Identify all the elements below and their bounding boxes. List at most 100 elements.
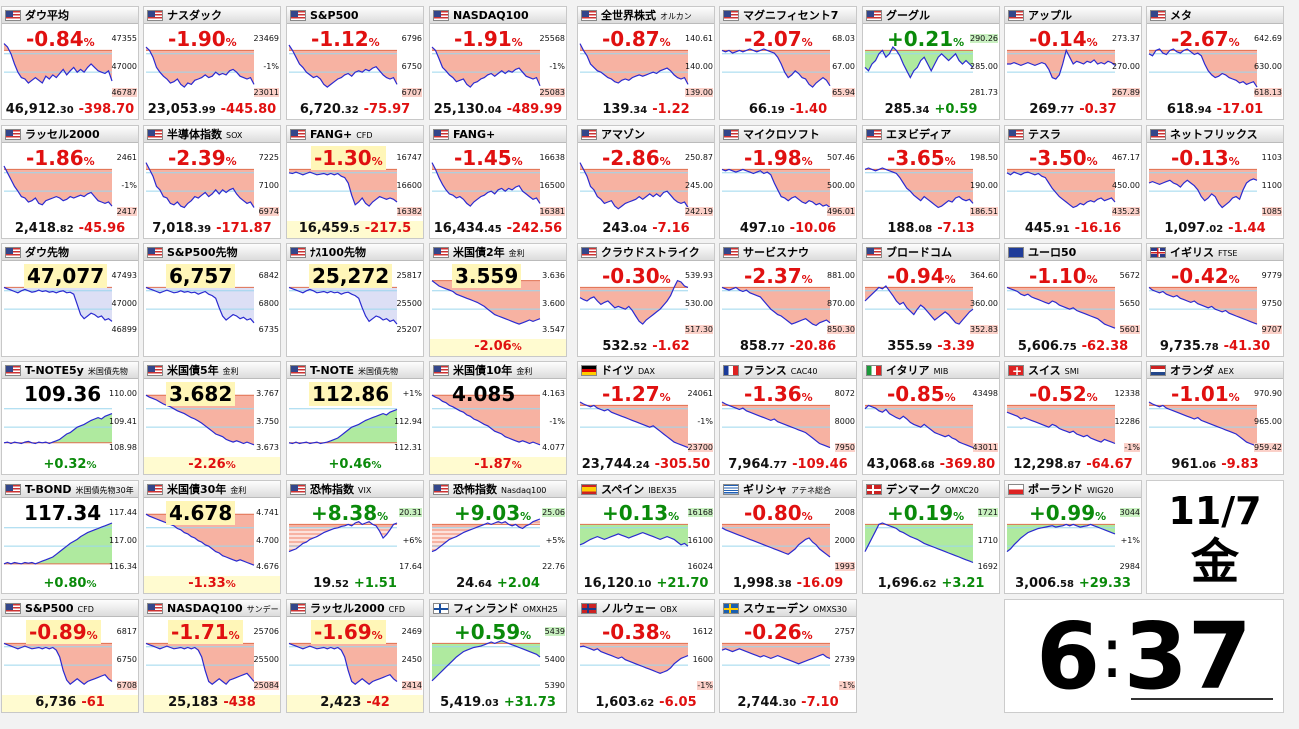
price-decimal: .10 [766,224,785,235]
market-tile[interactable]: FANG+ 16638 16500 16381 -1.45% 16,434.45 -242.… [429,125,567,239]
market-tile[interactable]: S&P500 CFD 6817 6750 6708 -0.89% 6,736 -61 [1,599,139,713]
market-tile[interactable]: グーグル 290.26 285.00 281.73 +0.21% 285.34 +0.59 [862,6,1000,120]
change-percent-text: -0.13 [1171,146,1229,170]
market-tile[interactable]: T-NOTE 米国債先物 +1% 112.94 112.31 112.86 +0.46% [286,361,424,475]
axis-label-lo: 9707 [1261,325,1282,334]
price-line [288,44,398,88]
market-tile[interactable]: クラウドストライク 539.93 530.00 517.30 -0.30% 532.52-… [577,243,715,357]
price-value: 1,696 [877,576,919,591]
chart-area [4,413,112,444]
price-value: 5,419 [440,695,482,710]
price-chart [431,162,541,207]
flag-icon [290,247,306,258]
market-tile[interactable]: ラッセル2000 2461 -1% 2417 -1.86% 2,418.82 -45.96 [1,125,139,239]
market-tile[interactable]: ポーランド WIG20 3044 +1% 2984 +0.99% 3,006.58 +29.3… [1004,480,1142,594]
change-percent-text: -2.06 [474,339,512,354]
market-tile[interactable]: 米国債2年 金利 3.636 3.600 3.547 3.559 -2.06% [429,243,567,357]
price-change: -61 [81,695,105,710]
current-value: 109.36 [24,382,101,406]
percent-sign: % [1086,273,1098,286]
market-tile[interactable]: NASDAQ100 25568 -1% 25083 -1.91% 25,130.04 -48… [429,6,567,120]
tile-subname: IBEX35 [648,486,677,495]
axis-label-mid: 25500 [253,655,279,664]
tile-name-text: サービスナウ [743,246,809,259]
market-tile[interactable]: エヌビディア 198.50 190.00 186.51 -3.65% 188.08 -7.1… [862,125,1000,239]
chart-area [432,640,540,681]
percent-sign: % [1228,273,1240,286]
market-tile[interactable]: ダウ先物 47493 47000 46899 47,077 [1,243,139,357]
market-tile[interactable]: スペイン IBEX35 16168 16100 16024 +0.13% 16,120.10… [577,480,715,594]
flag-icon [147,365,163,376]
market-tile[interactable]: ナスダック 23469 -1% 23011 -1.90% 23,053.99 -445.80 [143,6,281,120]
market-tile[interactable]: T-BOND 米国債先物30年 117.44 117.00 116.34 117.34 +0… [1,480,139,594]
market-tile[interactable]: FANG+ CFD 16747 16600 16382 -1.30% 16,459.5 -21… [286,125,424,239]
percent-sign: % [511,36,523,49]
tile-header: 半導体指数 SOX [144,126,280,143]
market-tile[interactable]: ダウ平均 47355 47000 46787 -0.84% 46,912.30 -398.7… [1,6,139,120]
market-tile[interactable]: フランス CAC40 8072 8000 7950 -1.36% 7,964.77 -109.… [719,361,857,475]
axis-label-mid: 16600 [396,181,422,190]
market-tile[interactable]: スウェーデン OMXS30 2757 2739 -1% -0.26% 2,744.30 -7.… [719,599,857,713]
market-tile[interactable]: 全世界株式 オルカン 140.61 140.00 139.00 -0.87% 139.34-… [577,6,715,120]
axis-label-mid: 4.700 [256,536,279,545]
tile-header: フィンランド OMXH25 [430,600,566,617]
chart-area [1149,402,1257,447]
market-tile[interactable]: ギリシャ アテネ総合 2008 2000 1993 -0.80% 1,998.38 -16.0… [719,480,857,594]
market-tile[interactable]: 米国債10年 金利 4.163 -1% 4.077 4.085 -1.87% [429,361,567,475]
chart-area [1149,49,1257,88]
market-tile[interactable]: オランダ AEX 970.90 965.00 959.42 -1.01% 961.06 -9.… [1146,361,1284,475]
market-tile[interactable]: 恐怖指数 VIX 20.31 +6% 17.64 +8.38% 19.52 +1.51 [286,480,424,594]
change-percent-text: -1.12 [311,27,369,51]
price-value: 3,006 [1015,576,1057,591]
market-tile[interactable]: S&P500 6796 6750 6707 -1.12% 6,720.32 -75.97 [286,6,424,120]
tile-name-text: クラウドストライク [601,246,700,259]
tile-subname: VIX [358,486,372,495]
axis-label-hi: 117.44 [109,508,137,517]
market-tile[interactable]: ネットフリックス 1103 1100 1085 -0.13% 1,097.02 -1.44 [1146,125,1284,239]
tile-name-text: ﾅｽ100先物 [310,246,366,259]
market-tile[interactable]: テスラ 467.17 450.00 435.23 -3.50% 445.91 -16.16 [1004,125,1142,239]
price-line [1148,178,1258,209]
tile-name: 米国債2年 金利 [453,244,525,260]
tile-name: ノルウェー OBX [601,600,677,616]
market-tile[interactable]: 米国債5年 金利 3.767 3.750 3.673 3.682 -2.26% [143,361,281,475]
market-tile[interactable]: 半導体指数 SOX 7225 7100 6974 -2.39% 7,018.39 -171.8… [143,125,281,239]
tile-name-text: 米国債10年 [453,364,513,377]
market-tile[interactable]: マイクロソフト 507.46 500.00 496.01 -1.98% 497.10 -10… [719,125,857,239]
market-tile[interactable]: イタリア MIB 43498 43011 -0.85% 43,068.68 -369.80 [862,361,1000,475]
price-value: 6,720 [299,102,341,117]
market-tile[interactable]: マグニフィセント7 68.03 67.00 65.94 -2.07% 66.19 -1.40 [719,6,857,120]
market-tile[interactable]: アップル 273.37 270.00 267.89 -0.14% 269.77 -0.37 [1004,6,1142,120]
price-value: 6,736 [35,695,77,710]
change-percent: +0.21% [887,27,964,51]
market-tile[interactable]: ﾅｽ100先物 25817 25500 25207 25,272 [286,243,424,357]
percent-sign: % [520,510,532,523]
market-tile[interactable]: ドイツ DAX 24061 -1% 23700 -1.27% 23,744.24 -305.5… [577,361,715,475]
change-percent-text: -1.98 [744,146,802,170]
axis-label-hi: 290.26 [970,34,998,43]
market-tile[interactable]: T-NOTE5y 米国債先物 110.00 109.41 108.98 109.36 +0.… [1,361,139,475]
market-tile[interactable]: ラッセル2000 CFD 2469 2450 2414 -1.69% 2,423 -42 [286,599,424,713]
market-tile[interactable]: S&P500先物 6842 6800 6735 6,757 [143,243,281,357]
axis-label-hi: 539.93 [685,271,713,280]
market-tile[interactable]: ノルウェー OBX 1612 1600 -1% -0.38% 1,603.62 -6.05 [577,599,715,713]
market-tile[interactable]: フィンランド OMXH25 5439 5400 5390 +0.59% 5,419.03 +3… [429,599,567,713]
chart-area [722,169,830,208]
tile-header: グーグル [863,7,999,24]
market-tile[interactable]: NASDAQ100 サンデー 25706 25500 25084 -1.71% 25,183… [143,599,281,713]
price-line [145,642,255,686]
price-change: -445.80 [220,102,277,117]
market-tile[interactable]: デンマーク OMXC20 1721 1710 1692 +0.19% 1,696.62 +3.… [862,480,1000,594]
flag-icon [290,484,306,495]
market-tile[interactable]: サービスナウ 881.00 870.00 850.30 -2.37% 858.77 -20.… [719,243,857,357]
market-tile[interactable]: 恐怖指数 Nasdaq100 25.06 +5% 22.76 +9.03% 24.64 +2.… [429,480,567,594]
market-tile[interactable]: 米国債30年 金利 4.741 4.700 4.676 4.678 -1.33% [143,480,281,594]
market-tile[interactable]: ブロードコム 364.60 360.00 352.83 -0.94% 355.59 -3.3… [862,243,1000,357]
market-tile[interactable]: アマゾン 250.87 245.00 242.19 -2.86% 243.04 -7.16 [577,125,715,239]
market-tile[interactable]: イギリス FTSE 9779 9750 9707 -0.42% 9,735.78 -41.30 [1146,243,1284,357]
market-tile[interactable]: ユーロ50 5672 5650 5601 -1.10% 5,606.75 -62.38 [1004,243,1142,357]
chart-area [432,280,540,325]
market-tile[interactable]: メタ 642.69 630.00 618.13 -2.67% 618.94 -17.01 [1146,6,1284,120]
